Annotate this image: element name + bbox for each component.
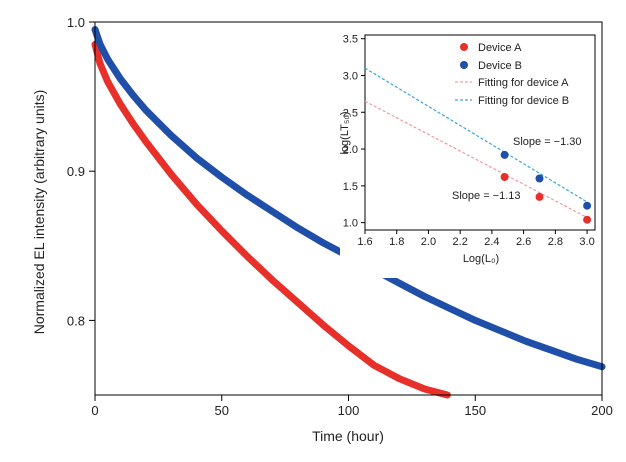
inset-y-tick-label: 2.5 xyxy=(343,107,358,119)
main-x-tick-label: 100 xyxy=(338,403,360,418)
inset-y-axis-label: log(LT₅₀) xyxy=(339,111,351,154)
inset-x-axis-label: Log(L₀) xyxy=(463,253,499,265)
inset-point-series-1 xyxy=(500,150,509,159)
inset-x-tick-label: 2.2 xyxy=(453,236,468,248)
main-y-tick-label: 0.9 xyxy=(67,164,85,179)
inset-fit-line-3 xyxy=(364,67,588,203)
inset-point-series-1 xyxy=(535,174,544,183)
inset-point-series-1 xyxy=(583,201,592,210)
inset-x-tick-label: 2.6 xyxy=(516,236,531,248)
main-x-axis-label: Time (hour) xyxy=(312,428,384,444)
inset-x-tick-label: 3.0 xyxy=(579,236,594,248)
inset-y-tick-label: 3.0 xyxy=(343,70,358,82)
legend-marker-device-b xyxy=(460,61,468,69)
inset-y-tick-label: 1.5 xyxy=(343,181,358,193)
inset-y-tick-label: 2.0 xyxy=(343,144,358,156)
slope-annotation-device-b: Slope = −1.30 xyxy=(513,136,582,148)
inset-x-tick-label: 1.8 xyxy=(389,236,404,248)
main-x-tick-label: 200 xyxy=(591,403,613,418)
inset-legend: Device A Device B Fitting for device A F… xyxy=(455,42,569,107)
slope-annotation-device-a: Slope = −1.13 xyxy=(452,190,521,202)
main-x-tick-label: 150 xyxy=(464,403,486,418)
main-chart: 0 50 100 150 200 0.8 0.9 1.0 Time (hour) Norma… xyxy=(31,15,613,444)
main-y-tick-label: 0.8 xyxy=(67,313,85,328)
inset-point-series-0 xyxy=(500,173,509,181)
inset-y-ticks: 1.0 1.5 2.0 2.5 3.0 3.5 xyxy=(343,34,365,230)
main-x-tick-label: 50 xyxy=(215,403,229,418)
legend-label-fit-b: Fitting for device B xyxy=(478,95,569,107)
inset-x-tick-label: 1.6 xyxy=(357,236,372,248)
main-x-ticks: 0 50 100 150 200 xyxy=(91,395,613,418)
main-y-axis-label: Normalized EL intensity (arbitrary units… xyxy=(31,90,47,335)
legend-label-device-b: Device B xyxy=(478,60,522,72)
main-series-line-0 xyxy=(91,40,451,399)
main-series-line-1 xyxy=(91,26,606,371)
inset-y-tick-label: 1.0 xyxy=(343,218,358,230)
inset-x-tick-label: 2.8 xyxy=(548,236,563,248)
main-y-ticks: 0.8 0.9 1.0 xyxy=(67,15,95,328)
inset-point-series-0 xyxy=(583,215,592,224)
inset-x-tick-label: 2.0 xyxy=(421,236,436,248)
main-x-tick-label: 0 xyxy=(91,403,98,418)
inset-plot-frame xyxy=(364,34,596,231)
inset-series-group xyxy=(364,67,592,224)
inset-y-tick-label: 3.5 xyxy=(343,34,358,46)
main-series-group xyxy=(91,26,606,399)
inset-x-ticks: 1.6 1.8 2.0 2.2 2.4 2.6 2.8 3.0 xyxy=(357,230,595,248)
inset-background xyxy=(340,28,598,278)
legend-marker-device-a xyxy=(460,43,468,51)
inset-chart: 1.6 1.8 2.0 2.2 2.4 2.6 2.8 3.0 1.0 1.5 2.0 2.5 3.0… xyxy=(339,28,598,278)
inset-fit-line-2 xyxy=(364,100,588,219)
main-plot-frame xyxy=(94,21,603,396)
main-y-tick-label: 1.0 xyxy=(67,15,85,30)
legend-label-device-a: Device A xyxy=(478,42,522,54)
inset-x-tick-label: 2.4 xyxy=(484,236,499,248)
legend-label-fit-a: Fitting for device A xyxy=(478,77,569,89)
inset-point-series-0 xyxy=(535,192,544,201)
